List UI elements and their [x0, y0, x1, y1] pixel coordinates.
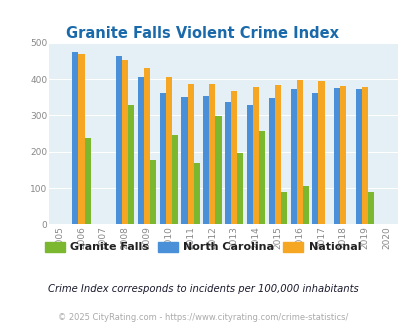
Bar [116, 56, 122, 224]
Bar [246, 105, 252, 224]
Text: Crime Index corresponds to incidents per 100,000 inhabitants: Crime Index corresponds to incidents per… [47, 284, 358, 294]
Bar [318, 82, 324, 224]
Bar [367, 192, 373, 224]
Bar [215, 116, 221, 224]
Bar [280, 192, 286, 224]
Legend: Granite Falls, North Carolina, National: Granite Falls, North Carolina, National [40, 237, 365, 257]
Bar [237, 152, 243, 224]
Bar [230, 91, 237, 224]
Bar [290, 89, 296, 224]
Bar [361, 87, 367, 224]
Bar [258, 131, 264, 224]
Bar [274, 85, 280, 224]
Bar [252, 87, 258, 224]
Bar [137, 77, 143, 224]
Bar [84, 138, 90, 224]
Bar [72, 52, 78, 224]
Bar [181, 97, 187, 224]
Bar [187, 84, 193, 224]
Bar [268, 98, 274, 224]
Bar [355, 89, 361, 224]
Bar [339, 86, 345, 224]
Bar [311, 93, 318, 224]
Bar [209, 84, 215, 224]
Text: © 2025 CityRating.com - https://www.cityrating.com/crime-statistics/: © 2025 CityRating.com - https://www.city… [58, 313, 347, 322]
Bar [296, 80, 302, 224]
Bar [78, 54, 84, 224]
Bar [224, 102, 230, 224]
Bar [302, 185, 308, 224]
Bar [128, 105, 134, 224]
Bar [193, 163, 199, 224]
Bar [149, 160, 156, 224]
Text: Granite Falls Violent Crime Index: Granite Falls Violent Crime Index [66, 26, 339, 41]
Bar [165, 77, 171, 224]
Bar [203, 96, 209, 224]
Bar [333, 88, 339, 224]
Bar [143, 68, 149, 224]
Bar [122, 60, 128, 224]
Bar [171, 135, 177, 224]
Bar [159, 93, 165, 224]
